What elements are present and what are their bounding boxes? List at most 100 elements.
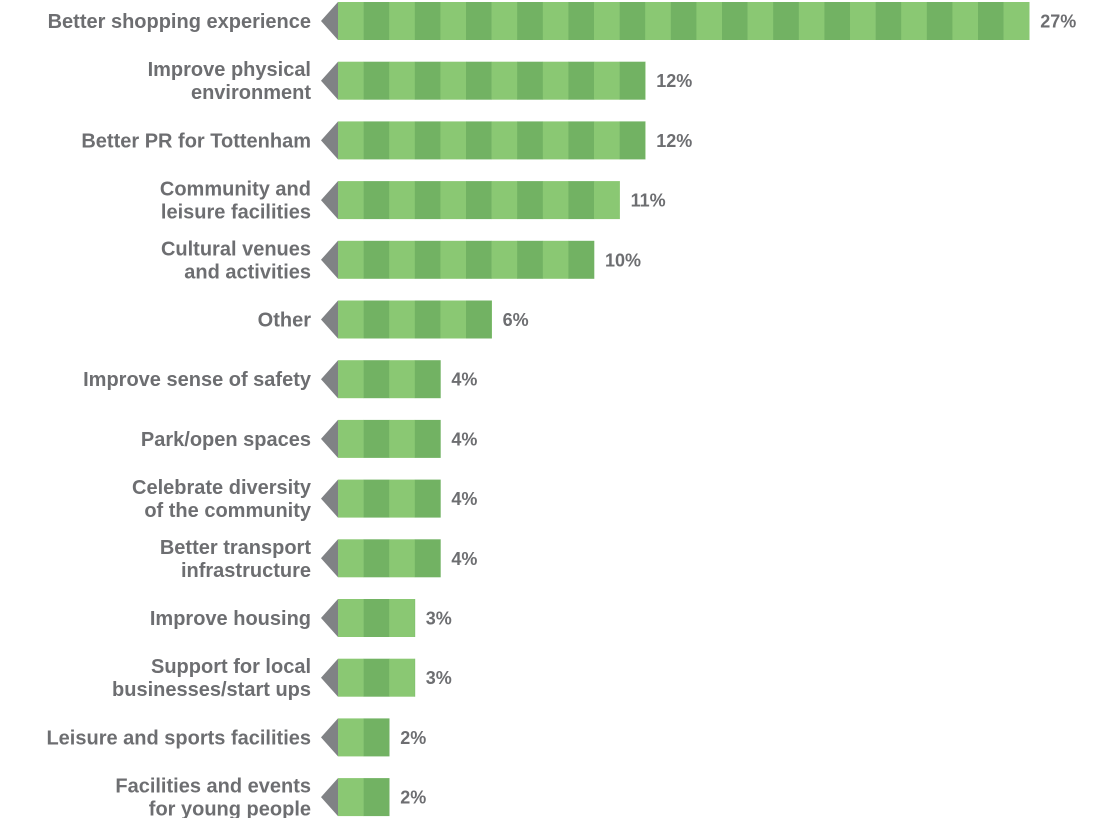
bar-arrow (321, 778, 338, 817)
category-label-line: Facilities and events (115, 776, 311, 798)
category-label-line: and activities (184, 261, 311, 283)
bar-arrow (321, 300, 338, 339)
category-label-line: Better shopping experience (48, 11, 311, 33)
bar-segment (389, 2, 416, 40)
bar-arrow (321, 61, 338, 100)
bar-segment (414, 360, 441, 399)
category-label: Improve physical environment (148, 59, 312, 104)
bar-segment (389, 539, 416, 578)
category-label-line: Other (258, 310, 312, 332)
category-label-line: Better transport (160, 537, 311, 559)
bar-segment (491, 121, 518, 160)
bar-row: Facilities and events for young people 2% (115, 776, 426, 818)
bar-segment (338, 61, 364, 100)
bar-segment (338, 599, 364, 637)
bar-segment (491, 181, 518, 220)
bar-segment (798, 2, 825, 40)
category-label-line: Better PR for Tottenham (81, 130, 311, 152)
bar-segment (389, 419, 416, 458)
category-label: Better transport infrastructure (160, 537, 311, 582)
bar-segment (440, 2, 467, 40)
bar-row: Community and leisure facilities 11% (160, 179, 666, 224)
bar-segment (338, 658, 364, 697)
category-label: Other (258, 310, 312, 332)
bar-segment (440, 300, 467, 339)
value-label: 3% (426, 609, 452, 629)
value-label: 6% (503, 310, 529, 330)
bar-row: Celebrate diversity of the community 4% (132, 477, 477, 522)
category-label: Cultural venues and activities (161, 238, 311, 283)
bar-segment (645, 2, 672, 40)
bar-segment (466, 121, 492, 160)
bar-segment (414, 240, 441, 279)
bar-segment (773, 2, 800, 40)
category-label: Support for local businesses/start ups (112, 656, 311, 701)
bar-segment (338, 539, 364, 578)
bar-arrow (321, 539, 338, 578)
bar-segment (568, 121, 595, 160)
bar-row: Cultural venues and activities 10% (161, 238, 641, 283)
bar-row: Better shopping experience 27% (48, 2, 1076, 40)
bar-segment (338, 479, 364, 518)
category-label: Improve sense of safety (83, 369, 312, 391)
value-label: 11% (631, 191, 666, 211)
category-label: Facilities and events for young people (115, 776, 311, 818)
bar-segment (466, 300, 492, 339)
bar-segment (696, 2, 723, 40)
bar-segment (338, 300, 364, 339)
bar-segment (594, 2, 620, 40)
category-label: Better PR for Tottenham (81, 130, 311, 152)
category-label: Community and leisure facilities (160, 179, 311, 224)
bar-segment (363, 61, 390, 100)
category-label: Better shopping experience (48, 11, 311, 33)
bar-segment (338, 240, 364, 279)
category-label-line: infrastructure (181, 560, 311, 582)
bar-segment (466, 181, 492, 220)
bar-segment (542, 2, 569, 40)
bar-segment (414, 61, 441, 100)
category-label-line: Improve housing (150, 608, 311, 630)
bar-segment (363, 181, 390, 220)
category-label-line: leisure facilities (161, 202, 311, 224)
bar-segment (363, 121, 390, 160)
bar-segment (389, 300, 416, 339)
bar-segment (338, 2, 364, 40)
bar-segment (389, 658, 416, 697)
bar-segment (363, 2, 390, 40)
value-label: 2% (400, 728, 426, 748)
value-label: 4% (451, 549, 477, 569)
bar-segment (414, 121, 441, 160)
bar-segment (389, 599, 416, 637)
bar-segment (338, 778, 364, 817)
value-label: 10% (605, 250, 641, 270)
category-label-line: of the community (144, 500, 312, 522)
bar-segment (926, 2, 953, 40)
bar-segment (978, 2, 1004, 40)
bar-segment (568, 2, 595, 40)
bar-segment (440, 181, 467, 220)
bar-segment (722, 2, 748, 40)
category-label: Improve housing (150, 608, 311, 630)
value-label: 12% (656, 131, 692, 151)
value-label: 4% (451, 489, 477, 509)
bar-segment (517, 121, 544, 160)
bar-segment (414, 2, 441, 40)
bar-segment (363, 718, 390, 757)
bar-segment (414, 479, 441, 518)
bar-segment (1003, 2, 1030, 40)
bar-arrow (321, 360, 338, 399)
bar-segment (363, 599, 390, 637)
bar-segment (440, 240, 467, 279)
bar-row: Better PR for Tottenham 12% (81, 121, 692, 160)
bar-arrow (321, 121, 338, 160)
bar-segment (542, 240, 569, 279)
bar-segment (414, 181, 441, 220)
value-label: 4% (451, 429, 477, 449)
bar-arrow (321, 240, 338, 279)
bar-segment (363, 479, 390, 518)
bar-row: Leisure and sports facilities 2% (46, 718, 426, 757)
bar-row: Improve physical environment 12% (148, 59, 693, 104)
category-label-line: Leisure and sports facilities (46, 727, 311, 749)
bar-segment (747, 2, 774, 40)
bar-segment (389, 240, 416, 279)
